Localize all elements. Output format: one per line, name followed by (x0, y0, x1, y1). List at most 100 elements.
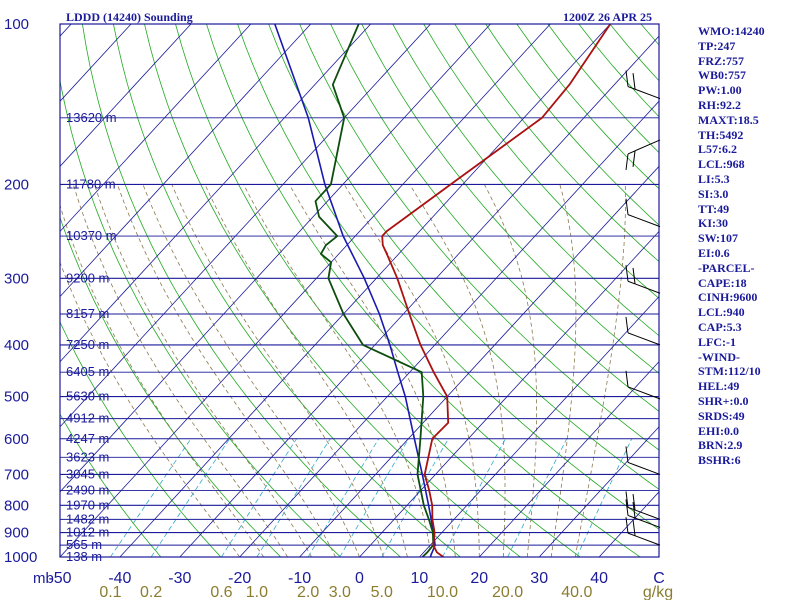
isotherm-line (419, 295, 659, 557)
mixing-ratio-line (110, 438, 192, 557)
sounding-profiles (274, 24, 612, 557)
wind-barb (625, 139, 661, 170)
mixing-ratio-unit-label: g/kg (643, 584, 673, 600)
temperature-tick-label: 20 (470, 570, 488, 587)
pressure-tick-label: 500 (4, 389, 29, 406)
index-item: LI:5.3 (698, 171, 730, 186)
mixing-ratio-line (221, 438, 297, 557)
mixing-ratio-tick-label: 0.6 (210, 584, 232, 600)
dry-adiabat-line (60, 321, 222, 557)
parcel-line (274, 24, 436, 557)
mixing-ratio-tick-label: 0.2 (140, 584, 162, 600)
wind-barb (625, 316, 661, 346)
isotherm-line (179, 35, 659, 557)
index-item: WB0:757 (698, 68, 746, 83)
height-label: 2490 m (66, 482, 109, 497)
temperature-line (381, 24, 612, 557)
wind-barb (625, 517, 661, 546)
temperature-tick-label: -50 (48, 570, 71, 587)
index-item: CAP:5.3 (698, 319, 742, 334)
index-item: WMO:14240 (698, 24, 765, 38)
index-item: MAXT:18.5 (698, 112, 759, 127)
height-label: 6405 m (66, 364, 109, 379)
wind-barbs (625, 70, 661, 546)
height-label: 1012 m (66, 525, 109, 540)
height-label: 565 m (66, 537, 102, 552)
height-label: 4247 m (66, 431, 109, 446)
isotherm-line (359, 230, 659, 557)
dry-adiabat-line (144, 24, 521, 557)
pressure-tick-label: 100 (4, 16, 29, 33)
dry-adiabats (60, 24, 659, 557)
index-item: BRN:2.9 (698, 438, 743, 453)
moist-adiabat-line (204, 184, 408, 557)
index-item: KI:30 (698, 216, 728, 231)
height-label: 3045 m (66, 466, 109, 481)
moist-adiabat-line (60, 204, 265, 557)
height-label: 3623 m (66, 449, 109, 464)
mixing-ratio-tick-label: 10.0 (427, 584, 458, 600)
wind-barb (625, 198, 661, 228)
index-item: CINH:9600 (698, 290, 758, 305)
plot-frame (59, 23, 660, 558)
moist-adiabat-line (117, 184, 336, 557)
isotherm-line (299, 165, 659, 557)
isotherm-line (119, 24, 611, 557)
isotherm-line (60, 24, 371, 363)
isotherm-line (60, 24, 551, 557)
height-label: 11780 m (66, 176, 116, 191)
index-item: RH:92.2 (698, 97, 741, 112)
mixing-ratio-tick-label: 3.0 (329, 584, 351, 600)
moist-adiabat-line (94, 184, 312, 557)
pressure-tick-label: 200 (4, 176, 29, 193)
mixing-ratio-tick-label: 0.1 (99, 584, 121, 600)
height-label: 4912 m (66, 411, 109, 426)
height-label: 9200 m (66, 270, 109, 285)
isotherm-line (60, 24, 192, 167)
index-item: STM:112/10 (698, 364, 761, 379)
index-item: LFC:-1 (698, 334, 736, 349)
mixing-ratio-tick-label: 20.0 (492, 584, 523, 600)
temperature-axis-labels: -50 -40 -30 -20 -10 0 10 20 30 40 C (48, 570, 664, 587)
height-label: 1970 m (66, 497, 109, 512)
height-label: 138 m (66, 549, 102, 564)
temperature-tick-label: C (653, 570, 665, 587)
index-item: HEL:49 (698, 379, 740, 394)
isotherm-line (239, 100, 659, 557)
wind-barb (625, 265, 661, 294)
height-label: 10370 m (66, 228, 117, 243)
index-item: -WIND- (698, 349, 740, 364)
index-item: TP:247 (698, 38, 736, 53)
wind-barb (625, 491, 661, 520)
pressure-tick-label: 700 (4, 466, 29, 483)
mixing-ratio-line (307, 438, 380, 557)
mixing-ratio-tick-label: 5.0 (371, 584, 393, 600)
pressure-tick-label: 400 (4, 337, 29, 354)
temperature-tick-label: -10 (288, 570, 311, 587)
index-item: TT:49 (698, 201, 730, 216)
temperature-tick-label: -20 (228, 570, 251, 587)
mixing-ratio-tick-label: 2.0 (297, 584, 319, 600)
index-item: L57:6.2 (698, 142, 737, 157)
moist-adiabat-line (574, 184, 626, 557)
mixing-ratio-line (150, 438, 231, 557)
dry-adiabat-line (82, 24, 401, 557)
index-item: SW:107 (698, 231, 739, 246)
temperature-tick-label: 10 (411, 570, 429, 587)
moist-adiabat-line (484, 184, 537, 557)
moist-adiabats (60, 184, 626, 557)
isotherms (60, 24, 659, 557)
mixing-ratio-axis-labels: 0.1 0.2 0.6 1.0 2.0 3.0 5.0 10.0 20.0 40.0 g/kg (99, 584, 673, 600)
isotherm-line (60, 24, 252, 233)
pressure-tick-label: 1000 (4, 549, 37, 566)
isobars (60, 23, 659, 558)
wind-barb (625, 70, 661, 100)
height-label: 7250 m (66, 337, 109, 352)
height-label: 8157 m (66, 306, 109, 321)
index-item: TH:5492 (698, 127, 744, 142)
height-label: 5630 m (66, 389, 109, 404)
index-item: EI:0.6 (698, 245, 730, 260)
height-label: 13620 m (66, 110, 117, 125)
wind-barb (625, 446, 661, 475)
mixing-ratio-tick-label: 40.0 (561, 584, 592, 600)
